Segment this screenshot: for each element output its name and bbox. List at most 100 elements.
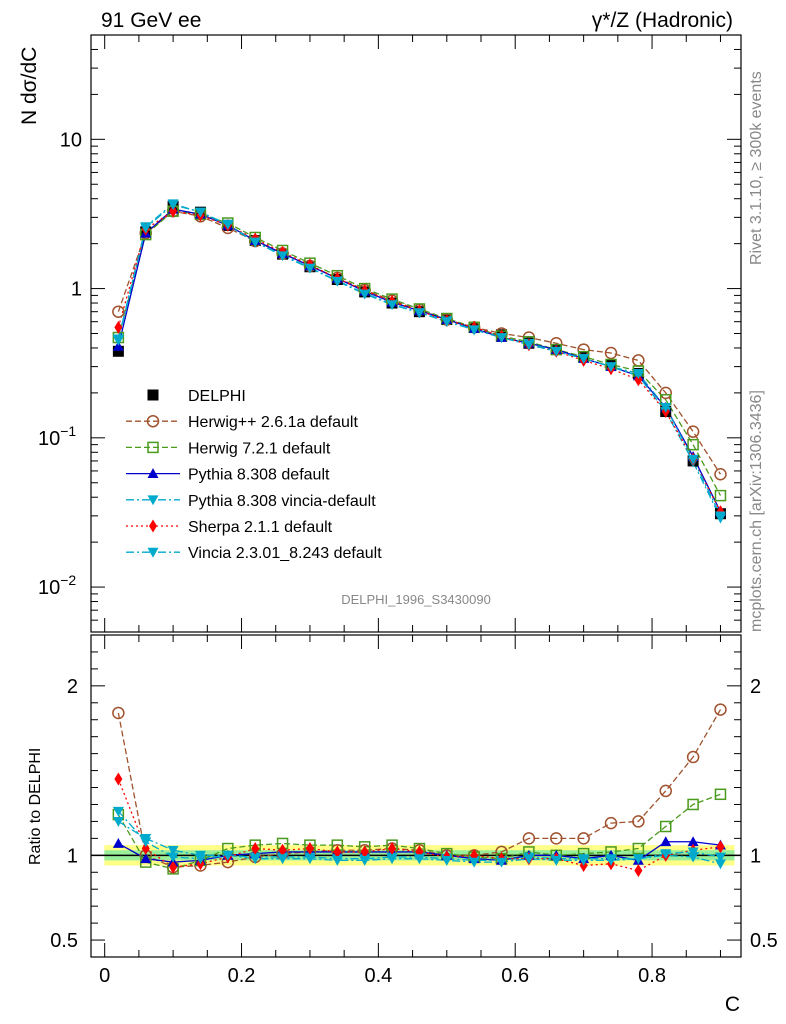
main-data-point (550, 346, 562, 357)
ratio-data-point (686, 750, 700, 764)
main-ylabel: N dσ/dC (18, 47, 41, 125)
ratio-frame (90, 634, 742, 958)
main-plot-panel: 10 1 10−1 10−2 (38, 34, 742, 633)
ratio-data-point (687, 852, 699, 863)
main-data-point (441, 317, 453, 328)
main-data-point (194, 207, 206, 218)
main-data-point (359, 289, 371, 300)
ratio-data-point (167, 852, 179, 863)
legend-label: Herwig++ 2.6.1a default (188, 414, 358, 431)
legend-label: Pythia 8.308 default (188, 467, 330, 484)
main-data-point (687, 454, 699, 465)
ratio-series-line (117, 709, 722, 868)
legend: DELPHI Herwig++ 2.6.1a default Herwig 7.2.… (126, 388, 382, 562)
ratio-data-point (550, 832, 563, 845)
main-data-point (386, 300, 398, 311)
legend-item: Vincia 2.3.01_8.243 default (126, 545, 382, 562)
main-data-point (578, 354, 590, 364)
ratio-data-point (194, 854, 206, 865)
main-data-point (112, 335, 124, 346)
xtick-label: 0.2 (228, 965, 256, 987)
main-data-point (304, 263, 316, 274)
mcplots-info-label: mcplots.cern.ch [arXiv:1306.3436] (748, 390, 765, 632)
ratio-data-point (222, 850, 234, 861)
main-data-point (249, 237, 261, 248)
xtick-label: 0.6 (501, 965, 529, 987)
ratio-data-point (167, 845, 179, 856)
ratio-data-point (278, 843, 287, 857)
legend-item: DELPHI (147, 388, 246, 405)
ratio-series-line (117, 810, 721, 863)
ratio-data-point (304, 854, 316, 865)
ratio-data-point (634, 864, 643, 878)
ratio-ytick-label-right: 1 (750, 845, 761, 867)
ratio-data-point (468, 857, 480, 868)
main-data-point (277, 251, 289, 262)
legend-marker (146, 414, 160, 428)
main-data-point (714, 468, 727, 481)
main-data-point (714, 489, 727, 502)
main-ytick-exponent: −1 (60, 423, 76, 439)
ratio-data-point (141, 842, 150, 856)
ratio-ytick-label-right: 2 (750, 676, 761, 698)
ratio-data-point (140, 837, 152, 848)
ratio-ytick-label-left: 0.5 (50, 930, 78, 952)
main-data-point (331, 276, 343, 287)
main-data-point (632, 354, 645, 367)
main-ytick-label: 10−1 (38, 423, 76, 450)
legend-item: Herwig 7.2.1 default (126, 440, 331, 457)
header-right-label: γ*/Z (Hadronic) (592, 9, 733, 32)
ratio-data-point (305, 842, 314, 856)
main-data-point (687, 438, 699, 451)
legend-label: DELPHI (188, 388, 246, 405)
ratio-ytick-label-left: 2 (67, 676, 78, 698)
main-data-point (112, 305, 125, 318)
legend-label: Pythia 8.308 vincia-default (188, 493, 376, 510)
ratio-data-point (441, 856, 453, 866)
analysis-watermark: DELPHI_1996_S3430090 (341, 592, 491, 607)
ratio-data-point (714, 703, 727, 716)
ratio-data-point (360, 845, 369, 859)
ratio-data-point (251, 842, 260, 856)
ratio-data-point (604, 816, 618, 830)
main-data-point (112, 345, 124, 357)
main-frame (90, 34, 742, 633)
main-data-point (523, 340, 535, 351)
main-data-point (114, 320, 123, 334)
ratio-data-point (714, 852, 726, 863)
ratio-data-point (687, 836, 699, 847)
main-data-point (496, 333, 508, 344)
xtick-label: 0.8 (638, 965, 666, 987)
xtick-label: 0.4 (364, 965, 392, 987)
legend-item: Sherpa 2.1.1 default (126, 519, 333, 536)
ratio-data-point (386, 854, 398, 865)
ratio-ytick-label-left: 1 (67, 845, 78, 867)
ratio-plot-panel: 2 2 1 1 0.5 0.5 0 0.2 0.4 0.6 0.8 (50, 634, 778, 987)
ratio-data-point (714, 859, 726, 870)
main-data-point (169, 204, 178, 218)
legend-marker (147, 441, 159, 454)
legend-marker (147, 495, 159, 506)
ratio-data-point (359, 856, 371, 866)
main-ytick-label: 10−2 (38, 572, 76, 599)
ratio-data-point (331, 856, 343, 866)
legend-marker (147, 547, 159, 558)
main-ytick-label: 1 (71, 279, 82, 301)
header-left-label: 91 GeV ee (101, 9, 201, 32)
ratio-data-point (716, 840, 725, 854)
main-ytick-label: 10 (60, 129, 82, 151)
main-data-point (468, 325, 480, 336)
ratio-data-point (249, 854, 261, 865)
ratio-data-point (388, 842, 397, 856)
ratio-data-point (523, 854, 535, 865)
legend-item: Pythia 8.308 vincia-default (126, 493, 376, 510)
ratio-data-point (632, 815, 645, 828)
main-data-point (605, 362, 617, 373)
ratio-data-point (660, 849, 672, 860)
main-ytick-exponent: −2 (60, 572, 76, 588)
ratio-data-point (687, 847, 699, 858)
ratio-data-point (333, 845, 342, 859)
ratio-data-point (496, 857, 508, 868)
ratio-data-point (112, 806, 124, 817)
